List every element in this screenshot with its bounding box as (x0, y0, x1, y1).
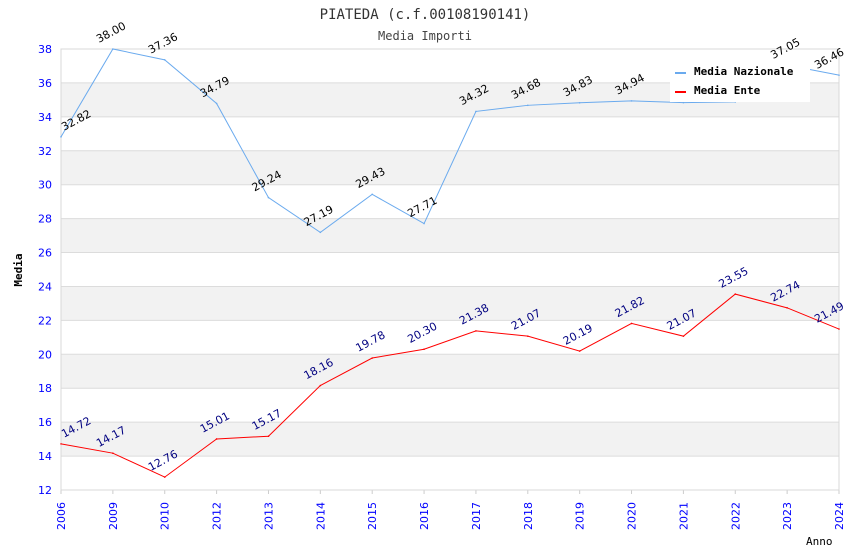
chart-title: PIATEDA (c.f.00108190141) (320, 7, 531, 23)
data-point (60, 443, 62, 445)
data-label: 37.36 (146, 30, 180, 56)
y-tick-label: 26 (38, 247, 52, 260)
y-tick-label: 28 (38, 213, 52, 226)
data-label: 38.00 (94, 19, 128, 45)
data-point (163, 476, 166, 478)
y-tick-label: 22 (38, 314, 52, 327)
x-tick-label: 2023 (781, 502, 794, 530)
data-point (60, 136, 62, 138)
data-point (682, 101, 685, 104)
data-point (267, 435, 270, 438)
y-tick-label: 14 (38, 450, 52, 463)
x-tick-label: 2021 (677, 502, 690, 530)
data-label: 37.05 (768, 35, 802, 61)
x-tick-label: 2010 (159, 502, 172, 530)
grid-band (61, 422, 839, 457)
x-tick-label: 2015 (366, 502, 379, 530)
x-tick-label: 2014 (314, 502, 327, 530)
data-point (786, 307, 788, 309)
data-point (734, 293, 737, 295)
y-tick-label: 32 (38, 145, 52, 158)
x-tick-label: 2009 (107, 502, 120, 530)
data-point (578, 101, 581, 104)
data-point (371, 193, 374, 196)
x-tick-label: 2006 (55, 502, 68, 530)
data-point (682, 335, 685, 337)
data-label: 20.30 (405, 320, 439, 346)
y-tick-label: 34 (38, 111, 52, 124)
y-tick-label: 12 (38, 484, 52, 497)
y-tick-label: 24 (38, 280, 52, 293)
legend: Media Nazionale Media Ente (670, 60, 810, 102)
y-tick-label: 20 (38, 348, 52, 361)
y-axis-label: Media (12, 253, 25, 286)
data-point (423, 348, 425, 351)
x-tick-label: 2022 (729, 502, 742, 530)
data-label: 20.19 (561, 321, 595, 347)
data-point (319, 231, 322, 234)
data-point (112, 48, 114, 50)
data-point (267, 196, 270, 199)
grid-band (61, 286, 839, 321)
data-label: 27.71 (405, 194, 439, 220)
data-point (319, 384, 322, 387)
x-axis-label: Anno (806, 535, 833, 548)
data-point (527, 104, 529, 107)
data-point (371, 357, 374, 359)
data-point (578, 350, 581, 352)
data-point (475, 110, 477, 113)
legend-box (670, 60, 810, 102)
x-tick-label: 2019 (574, 502, 587, 530)
x-tick-label: 2012 (211, 502, 224, 530)
data-point (215, 102, 218, 105)
x-tick-label: 2013 (262, 502, 275, 530)
grid-band (61, 218, 839, 253)
series-line-0 (60, 48, 840, 233)
plot-area-border (60, 48, 840, 491)
y-tick-label: 16 (38, 416, 52, 429)
data-point (215, 438, 218, 440)
x-tick-label: 2017 (470, 502, 483, 530)
series-line-1 (60, 293, 840, 478)
y-tick-label: 38 (38, 43, 52, 56)
y-tick-label: 36 (38, 77, 52, 90)
data-point (163, 59, 166, 61)
x-tick-label: 2016 (418, 502, 431, 530)
data-point (838, 328, 840, 330)
x-tick-label: 2018 (522, 502, 535, 530)
chart-subtitle: Media Importi (378, 29, 472, 43)
grid-band (61, 354, 839, 389)
data-point (527, 335, 529, 337)
legend-label-ente: Media Ente (694, 84, 761, 97)
data-point (112, 452, 114, 454)
y-tick-label: 30 (38, 179, 52, 192)
data-point (475, 330, 477, 332)
data-point (423, 222, 425, 225)
data-point (838, 74, 840, 76)
y-tick-label: 18 (38, 382, 52, 395)
legend-label-nazionale: Media Nazionale (694, 65, 794, 78)
x-tick-label: 2020 (626, 502, 639, 530)
data-label: 19.78 (354, 328, 388, 354)
x-tick-label: 2024 (833, 502, 846, 530)
data-point (630, 322, 633, 325)
data-point (630, 100, 633, 102)
